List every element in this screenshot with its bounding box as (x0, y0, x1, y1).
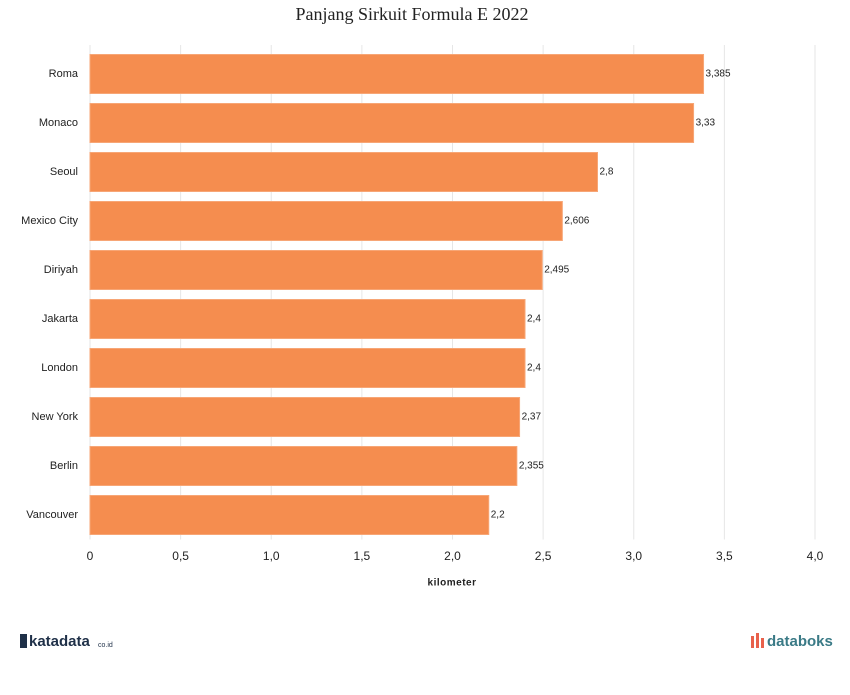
data-label: 3,33 (696, 118, 716, 129)
x-tick-label: 1,5 (354, 549, 371, 563)
data-label: 2,606 (564, 216, 589, 227)
data-label: 2,37 (522, 412, 542, 423)
y-tick-label: Roma (49, 68, 79, 80)
bar (89, 397, 521, 437)
x-tick-label: 0 (87, 549, 94, 563)
y-tick-label: London (41, 362, 78, 374)
x-tick-label: 3,0 (625, 549, 642, 563)
data-label: 2,2 (491, 510, 505, 521)
y-tick-label: Jakarta (42, 313, 79, 325)
bar (89, 152, 598, 192)
bar (89, 348, 526, 388)
bar (89, 103, 695, 143)
logo-icon (20, 634, 27, 648)
data-label: 2,495 (544, 265, 569, 276)
y-tick-label: Berlin (50, 460, 78, 472)
y-tick-label: Mexico City (21, 215, 78, 227)
data-label: 2,4 (527, 314, 541, 325)
logo-left: katadata (29, 633, 91, 650)
data-label: 2,355 (519, 461, 544, 472)
logo-left-suffix: co.id (98, 642, 113, 649)
y-tick-label: Diriyah (44, 264, 78, 276)
x-tick-label: 2,5 (535, 549, 552, 563)
bar (89, 250, 543, 290)
bar (89, 299, 526, 339)
data-label: 3,385 (706, 69, 731, 80)
x-tick-label: 0,5 (172, 549, 189, 563)
y-tick-label: Monaco (39, 117, 78, 129)
bar (89, 54, 705, 94)
chart-title: Panjang Sirkuit Formula E 2022 (296, 4, 529, 24)
data-label: 2,8 (600, 167, 614, 178)
bar (89, 201, 563, 241)
x-tick-label: 1,0 (263, 549, 280, 563)
y-tick-label: Vancouver (26, 509, 78, 521)
x-tick-label: 3,5 (716, 549, 733, 563)
x-tick-label: 2,0 (444, 549, 461, 563)
logo-icon (756, 633, 759, 648)
data-label: 2,4 (527, 363, 541, 374)
x-tick-label: 4,0 (807, 549, 824, 563)
y-tick-label: New York (32, 411, 79, 423)
bar (89, 495, 490, 535)
bar (89, 446, 518, 486)
logo-right: databoks (767, 633, 833, 650)
y-tick-label: Seoul (50, 166, 78, 178)
logo-icon (761, 638, 764, 648)
x-axis-label: kilometer (428, 578, 477, 589)
logo-icon (751, 636, 754, 648)
